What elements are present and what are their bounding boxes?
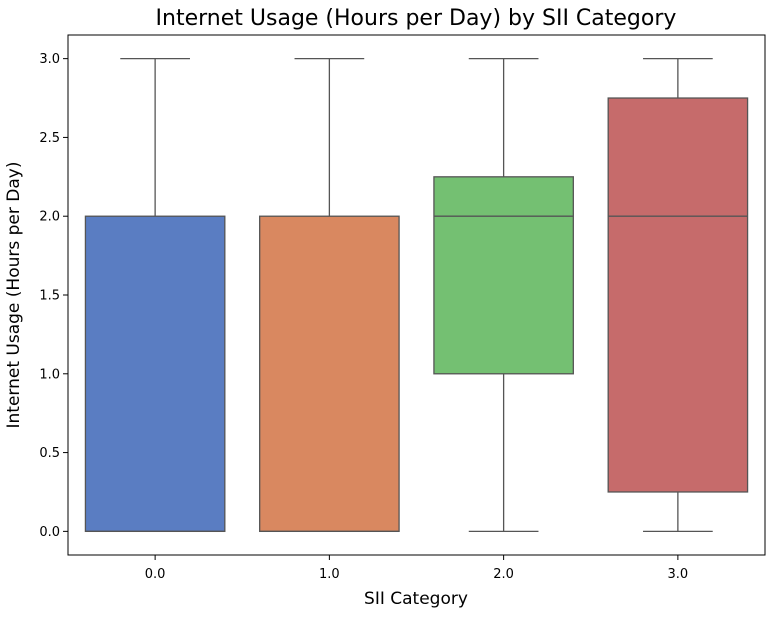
y-axis-label: Internet Usage (Hours per Day) [4,162,24,429]
x-axis-label: SII Category [364,589,468,609]
y-tick-label: 1.5 [39,289,60,304]
x-tick-label: 2.0 [493,567,514,582]
box-0.0 [84,57,226,533]
chart-title: Internet Usage (Hours per Day) by SII Ca… [156,6,677,31]
iqr-box [84,215,226,533]
y-tick-label: 0.5 [39,446,60,461]
x-tick-label: 1.0 [319,567,340,582]
box-1.0 [259,57,400,533]
x-tick-label: 3.0 [668,567,689,582]
iqr-box [607,97,749,493]
iqr-box [433,176,574,375]
box-3.0 [607,57,749,533]
y-tick-label: 1.0 [39,367,60,382]
x-axis: 0.0 1.0 2.0 3.0 [145,555,688,582]
box-2.0 [433,57,574,533]
iqr-box [259,215,400,533]
y-tick-label: 0.0 [39,525,60,540]
x-tick-label: 0.0 [145,567,166,582]
y-tick-label: 2.0 [39,210,60,225]
y-tick-label: 3.0 [39,52,60,67]
y-axis: 0.0 0.5 1.0 1.5 2.0 2.5 3.0 [39,52,68,540]
boxes-group [84,57,749,533]
y-tick-label: 2.5 [39,131,60,146]
